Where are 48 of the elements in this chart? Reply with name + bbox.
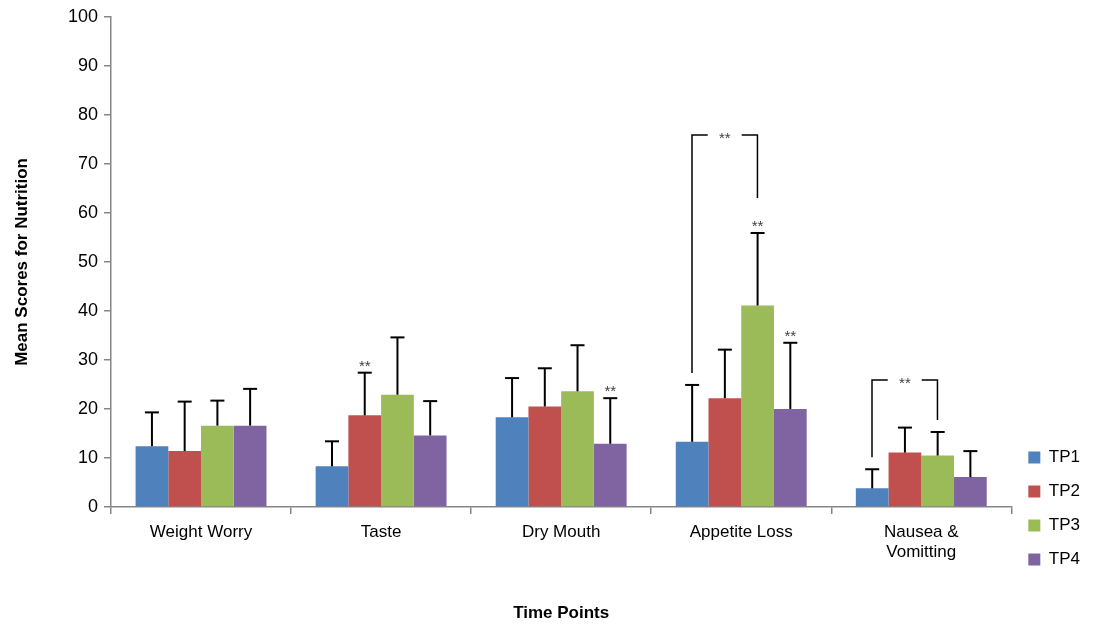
bar: [315, 466, 349, 507]
bar: [855, 488, 889, 507]
bar: [593, 443, 627, 507]
y-tick-label: 50: [77, 250, 98, 271]
annotation: **: [784, 326, 797, 344]
bar: [381, 394, 414, 507]
x-tick-label: Nausea & Vomitting: [883, 521, 960, 562]
bar: [954, 477, 987, 507]
bar: [708, 398, 742, 507]
bar: [561, 391, 594, 507]
annotation: **: [899, 374, 911, 392]
annotation: **: [751, 217, 764, 235]
bar: [528, 406, 562, 507]
y-tick-label: 70: [77, 152, 98, 173]
legend-label: TP2: [1048, 481, 1081, 501]
bar: [773, 408, 807, 507]
bar: [495, 417, 529, 507]
y-tick-label: 30: [77, 348, 98, 369]
annotation: **: [358, 356, 371, 374]
bar: [348, 415, 382, 507]
y-tick-label: 10: [77, 446, 98, 467]
y-tick-label: 100: [67, 5, 98, 26]
legend-label: TP1: [1048, 447, 1081, 467]
y-tick-label: 0: [87, 495, 98, 516]
x-tick-label: Dry Mouth: [521, 521, 601, 541]
bar: [168, 451, 202, 507]
bar: [921, 455, 955, 507]
bar: [201, 425, 234, 507]
x-axis-title: Time Points: [513, 603, 610, 623]
bar: [675, 441, 709, 507]
x-tick-label: Weight Worry: [149, 521, 253, 541]
annotation: **: [719, 129, 731, 147]
bar: [233, 425, 267, 507]
bar: [135, 446, 169, 507]
bar: [888, 452, 922, 507]
bar: [413, 435, 447, 507]
y-tick-label: 20: [77, 397, 98, 418]
legend-label: TP4: [1048, 549, 1081, 569]
y-tick-label: 60: [77, 201, 98, 222]
x-tick-label: Appetite Loss: [689, 521, 793, 541]
bar: [741, 305, 774, 507]
y-tick-label: 80: [77, 103, 98, 124]
x-tick-label: Taste: [360, 521, 402, 541]
legend-label: TP3: [1048, 515, 1081, 535]
y-tick-label: 90: [77, 54, 98, 75]
y-tick-label: 40: [77, 299, 98, 320]
annotation: **: [604, 382, 617, 400]
y-axis-title: Mean Scores for Nutrition: [11, 157, 31, 366]
